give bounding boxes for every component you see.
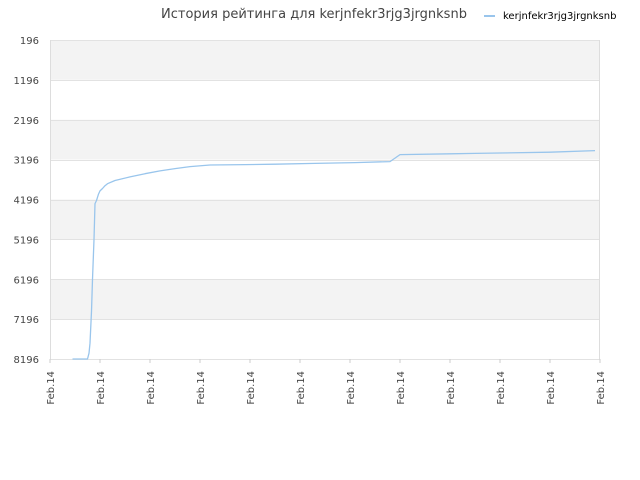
plot-bands xyxy=(50,40,600,359)
y-tick-label: 5196 xyxy=(14,235,39,246)
y-axis-ticks: 196 1196 2196 3196 4196 5196 6196 7196 8196 xyxy=(14,36,39,366)
legend-label: kerjnfekr3rjg3jrgnksnb xyxy=(503,11,616,22)
legend: kerjnfekr3rjg3jrgnksnb xyxy=(484,11,616,22)
x-axis-ticks: Feb.14 Feb.14 Feb.14 Feb.14 Feb.14 Feb.14 Feb.… xyxy=(46,359,607,405)
y-tick-label: 8196 xyxy=(14,355,39,366)
gridlines xyxy=(50,40,600,360)
y-tick-label: 1196 xyxy=(14,76,39,87)
y-tick-label: 2196 xyxy=(14,116,39,127)
x-tick-label: Feb.14 xyxy=(96,371,107,405)
y-tick-label: 6196 xyxy=(14,275,39,286)
x-tick-label: Feb.14 xyxy=(296,371,307,405)
x-tick-label: Feb.14 xyxy=(46,371,57,405)
x-tick-label: Feb.14 xyxy=(446,371,457,405)
plot-band xyxy=(50,239,600,280)
y-tick-label: 3196 xyxy=(14,156,39,167)
plot-band xyxy=(50,79,600,120)
y-tick-label: 196 xyxy=(20,36,39,47)
plot-band xyxy=(50,199,600,240)
x-tick-label: Feb.14 xyxy=(146,371,157,405)
plot-band xyxy=(50,40,600,80)
x-tick-label: Feb.14 xyxy=(246,371,257,405)
plot-band xyxy=(50,159,600,200)
x-tick-label: Feb.14 xyxy=(396,371,407,405)
x-tick-label: Feb.14 xyxy=(346,371,357,405)
x-tick-label: Feb.14 xyxy=(196,371,207,405)
plot-band xyxy=(50,319,600,359)
plot-band xyxy=(50,119,600,160)
series-group xyxy=(72,149,596,360)
x-tick-label: Feb.14 xyxy=(496,371,507,405)
chart-title: История рейтинга для kerjnfekr3rjg3jrgnk… xyxy=(161,7,467,22)
plot-band xyxy=(50,279,600,320)
x-tick-label: Feb.14 xyxy=(546,371,557,405)
y-tick-label: 7196 xyxy=(14,315,39,326)
series-line xyxy=(72,149,596,360)
y-tick-label: 4196 xyxy=(14,196,39,207)
x-tick-label: Feb.14 xyxy=(596,371,607,405)
